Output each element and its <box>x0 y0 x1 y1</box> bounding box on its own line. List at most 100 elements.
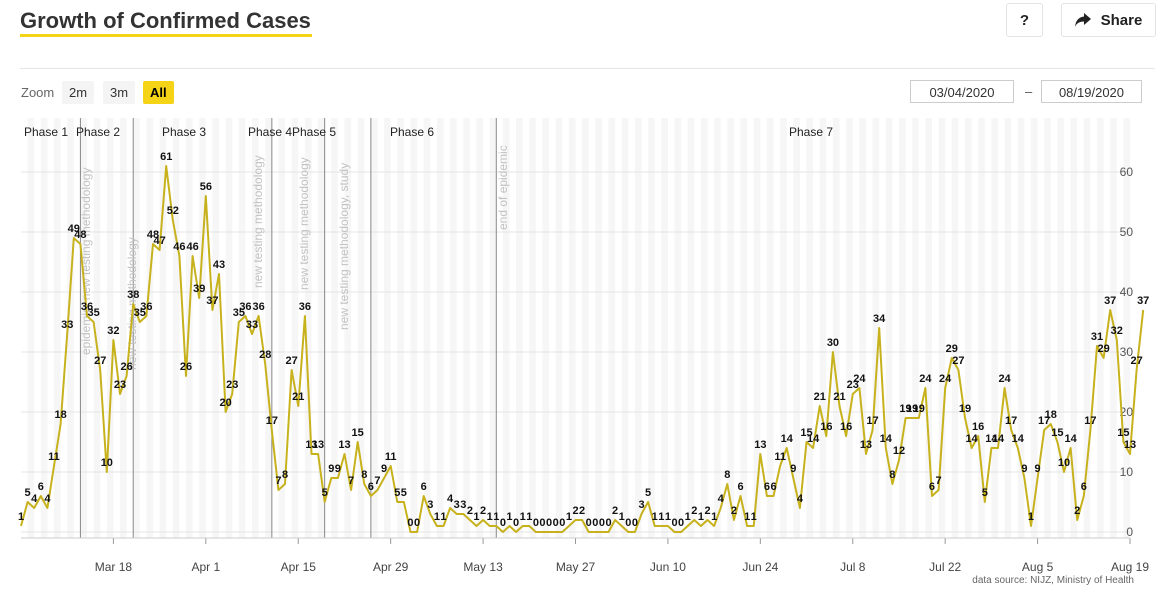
x-tick-label: May 27 <box>556 560 596 574</box>
x-tick-label: Apr 15 <box>281 560 317 574</box>
day-bands <box>27 118 1130 538</box>
data-label: 1 <box>751 511 757 523</box>
series-line <box>20 165 1145 533</box>
annotation-label: new testing methodology <box>297 157 311 290</box>
day-band <box>608 118 616 538</box>
day-band <box>106 118 114 538</box>
day-band <box>133 118 140 538</box>
data-label: 27 <box>952 355 964 367</box>
data-source: data source: NIJZ, Ministry of Health <box>972 575 1134 586</box>
data-label: 39 <box>193 283 205 295</box>
data-label: 31 <box>1091 331 1103 343</box>
data-label: 23 <box>847 379 859 391</box>
data-label: 14 <box>965 433 978 445</box>
day-band <box>516 118 523 538</box>
data-label: 14 <box>781 433 794 445</box>
data-label: 35 <box>134 307 146 319</box>
zoom-all-button[interactable]: All <box>143 81 174 104</box>
share-button[interactable]: Share <box>1061 3 1156 37</box>
data-label: 0 <box>539 517 545 529</box>
data-label: 0 <box>513 517 519 529</box>
data-label: 1 <box>665 511 671 523</box>
day-band <box>489 118 497 538</box>
zoom-2m-button[interactable]: 2m <box>62 81 95 104</box>
data-label: 6 <box>737 481 743 493</box>
data-label: 1 <box>440 511 446 523</box>
data-label: 7 <box>936 475 942 487</box>
data-label: 8 <box>724 469 730 481</box>
data-label: 1 <box>619 511 625 523</box>
help-button[interactable]: ? <box>1006 3 1043 37</box>
data-label: 26 <box>180 361 192 373</box>
data-label: 2 <box>731 505 737 517</box>
data-label: 0 <box>605 517 611 529</box>
day-band <box>978 118 985 538</box>
data-label: 6 <box>421 481 427 493</box>
data-label: 2 <box>480 505 486 517</box>
data-label: 36 <box>299 301 311 313</box>
data-label: 26 <box>120 361 132 373</box>
data-label: 13 <box>860 439 872 451</box>
data-label: 5 <box>645 487 651 499</box>
data-label: 33 <box>61 319 73 331</box>
data-label: 4 <box>31 493 38 505</box>
data-label: 19 <box>899 403 911 415</box>
zoom-3m-button[interactable]: 3m <box>103 81 136 104</box>
data-label: 1 <box>434 511 440 523</box>
x-tick-label: Apr 29 <box>373 560 409 574</box>
data-label: 0 <box>671 517 677 529</box>
date-from-input[interactable]: 03/04/2020 <box>910 80 1014 103</box>
data-label: 14 <box>880 433 893 445</box>
data-label: 11 <box>385 451 397 463</box>
date-range-separator: – <box>1025 84 1033 99</box>
day-band <box>529 118 536 538</box>
day-band <box>1017 118 1025 538</box>
data-label: 7 <box>348 475 354 487</box>
data-label: 56 <box>200 181 212 193</box>
data-label: 8 <box>282 469 288 481</box>
zoom-label: Zoom <box>21 85 55 100</box>
day-band <box>502 118 510 538</box>
data-label: 36 <box>140 301 152 313</box>
day-band <box>555 118 563 538</box>
x-tick-label: Jun 10 <box>650 560 686 574</box>
data-label: 3 <box>454 499 460 511</box>
day-band <box>661 118 668 538</box>
data-label: 2 <box>579 505 585 517</box>
data-label: 0 <box>500 517 506 529</box>
data-label: 9 <box>1035 463 1041 475</box>
data-label: 1 <box>658 511 664 523</box>
day-band <box>912 118 919 538</box>
data-label: 6 <box>929 481 935 493</box>
x-tick-label: Mar 18 <box>95 560 133 574</box>
annotation-label: new testing methodology <box>251 155 265 288</box>
data-label: 0 <box>599 517 605 529</box>
data-label: 32 <box>1111 325 1123 337</box>
data-label: 1 <box>1028 511 1034 523</box>
annotation-label: end of epidemic <box>496 145 510 230</box>
data-label: 4 <box>44 493 51 505</box>
day-band <box>846 118 853 538</box>
data-label: 36 <box>81 301 93 313</box>
day-band <box>212 118 220 538</box>
date-to-input[interactable]: 08/19/2020 <box>1041 80 1142 103</box>
day-band <box>1004 118 1012 538</box>
data-label: 2 <box>467 505 473 517</box>
data-label: 5 <box>25 487 31 499</box>
data-label: 5 <box>401 487 407 499</box>
data-label: 4 <box>797 493 804 505</box>
day-band <box>344 118 352 538</box>
header-divider <box>20 68 1155 69</box>
x-tick-label: Aug 19 <box>1111 560 1149 574</box>
annotation-label: new testing methodology <box>125 237 139 370</box>
phase-label: Phase 4 <box>248 125 292 139</box>
day-band <box>238 118 246 538</box>
day-band <box>832 118 840 538</box>
data-label: 2 <box>612 505 618 517</box>
data-label: 14 <box>985 433 998 445</box>
data-label: 21 <box>292 391 304 403</box>
data-label: 32 <box>107 325 119 337</box>
data-label: 7 <box>275 475 281 487</box>
y-tick-label: 50 <box>1120 225 1134 239</box>
data-label: 10 <box>1058 457 1070 469</box>
